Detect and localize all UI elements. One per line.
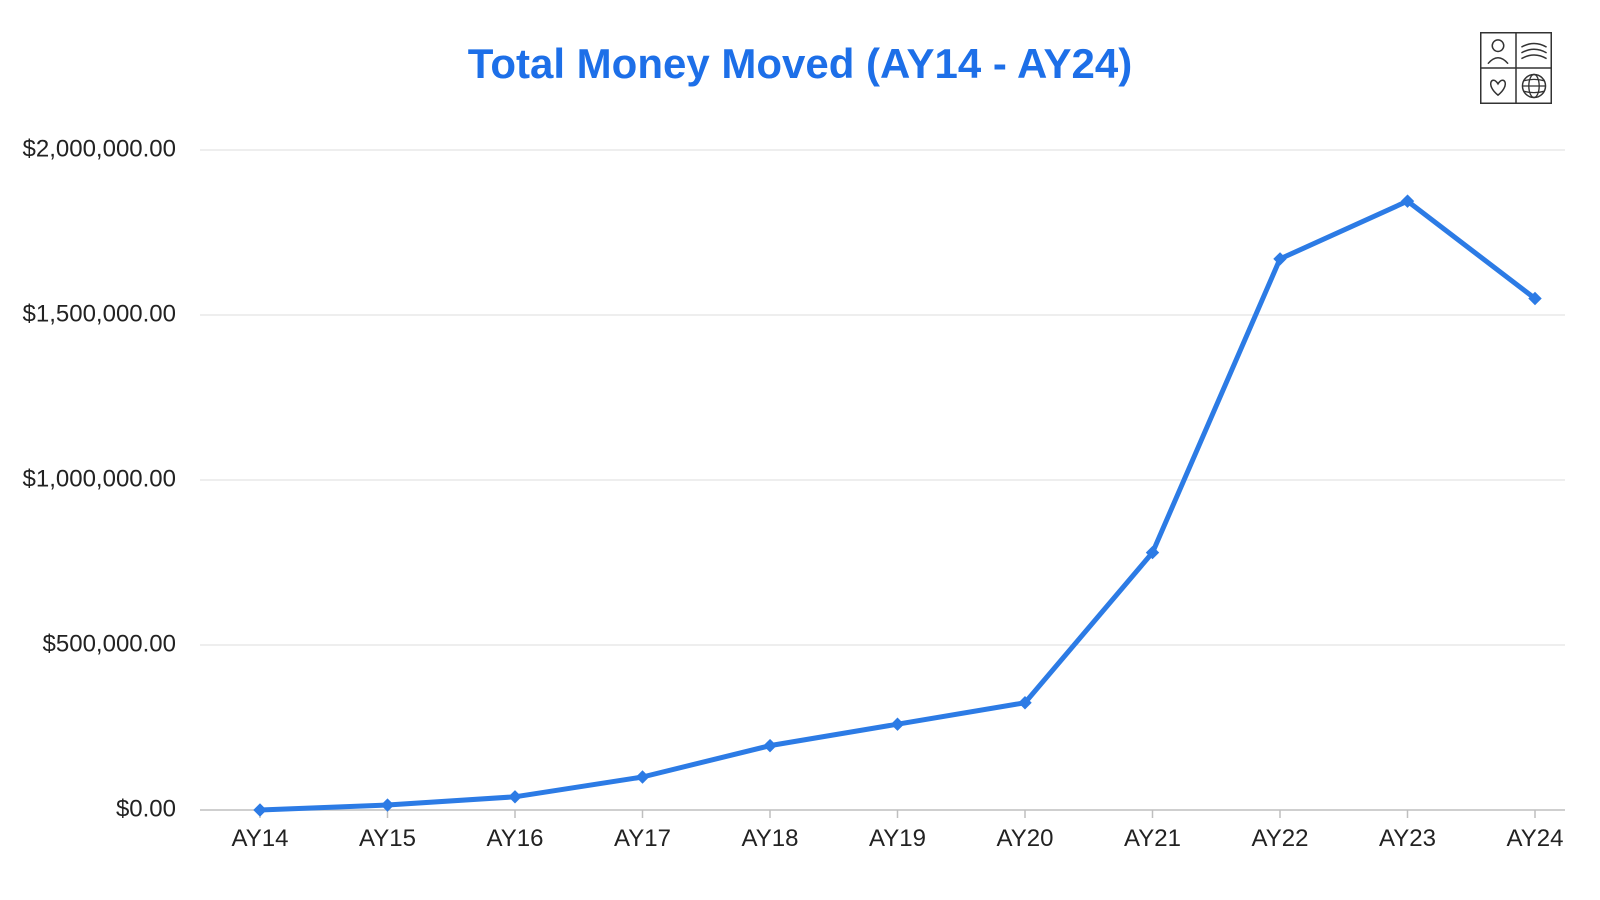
line-chart: $0.00 $500,000.00 $1,000,000.00 $1,500,000.… [0, 0, 1600, 900]
x-tick-label: AY19 [869, 825, 926, 852]
y-tick-label: $500,000.00 [43, 630, 176, 657]
x-tick-label: AY22 [1252, 825, 1309, 852]
series-marker [637, 771, 649, 783]
series-marker [764, 740, 776, 752]
y-tick-label: $1,000,000.00 [23, 465, 176, 492]
x-tick-label: AY14 [232, 825, 289, 852]
x-tick-label: AY18 [742, 825, 799, 852]
series-marker [509, 791, 521, 803]
series-marker [892, 718, 904, 730]
series-marker [254, 804, 266, 816]
chart-container: Total Money Moved (AY14 - AY24) $0.00$50… [0, 0, 1600, 900]
x-tick-label: AY24 [1507, 825, 1564, 852]
x-tick-label: AY16 [487, 825, 544, 852]
x-tick-label: AY21 [1124, 825, 1181, 852]
y-tick-label: $1,500,000.00 [23, 300, 176, 327]
x-tick-label: AY17 [614, 825, 671, 852]
y-tick-label: $2,000,000.00 [23, 135, 176, 162]
x-tick-label: AY15 [359, 825, 416, 852]
x-tick-label: AY20 [997, 825, 1054, 852]
x-tick-label: AY23 [1379, 825, 1436, 852]
y-tick-label: $0.00 [116, 795, 176, 822]
